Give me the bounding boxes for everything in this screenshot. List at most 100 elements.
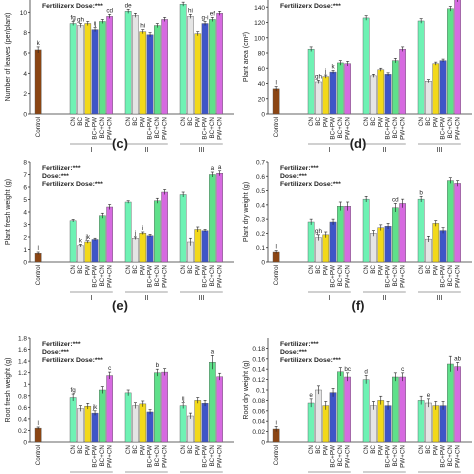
bar-b-I-3 (329, 71, 337, 115)
bar-b-III-0 (417, 20, 425, 115)
y-tick-label-c: 3 (23, 222, 27, 229)
x-tick-label-c: BC (187, 265, 194, 274)
x-tick-label-a: BC+PW (202, 117, 209, 140)
x-tick-label-d: BC (315, 265, 322, 274)
bar-control-d (272, 251, 280, 263)
bar-c-II-5 (161, 191, 169, 263)
bar-f-II-5 (399, 376, 407, 443)
bar-b-II-3 (384, 74, 392, 115)
bar-d-I-0 (307, 221, 315, 263)
bar-control-c (34, 253, 42, 263)
x-tick-label-c: BC+CN (154, 265, 161, 287)
y-tick-label-f: 0.12 (252, 377, 265, 384)
y-axis-label-c: Plant fresh weight (g) (5, 179, 12, 245)
x-tick-label-c: BC (132, 265, 139, 274)
bar-c-II-0 (124, 201, 132, 263)
bar-a-I-4 (98, 21, 106, 115)
group-label-a: II (144, 147, 148, 154)
bar-a-III-0 (179, 3, 187, 115)
y-tick-label-b: 100 (254, 35, 265, 42)
y-tick-label-c: 7 (23, 172, 27, 179)
x-tick-label-control-a: Control (35, 117, 42, 137)
bar-control-b (272, 88, 280, 115)
x-tick-label-b: BC+PW (330, 117, 337, 140)
y-tick-label-f: 0.04 (252, 419, 265, 426)
bar-a-I-2 (84, 23, 92, 115)
x-tick-label-d: CN (418, 265, 425, 275)
bar-f-III-1 (425, 402, 432, 443)
bar-c-II-3 (146, 235, 154, 263)
x-tick-label-e: BC+PW (202, 445, 209, 468)
panel-letter-f: (f) (352, 298, 365, 313)
bar-e-III-5 (216, 376, 224, 443)
bar-a-II-4 (153, 25, 161, 115)
x-tick-label-c: BC+CN (209, 265, 216, 287)
bar-b-III-5 (454, 0, 462, 115)
bar-f-I-3 (329, 392, 337, 443)
y-tick-label-d: 0.6 (256, 174, 265, 181)
x-tick-label-f: PW (377, 445, 384, 455)
bar-e-III-3 (201, 403, 209, 443)
bar-d-III-0-letter: b (419, 189, 423, 196)
bar-f-II-3 (384, 405, 392, 443)
x-tick-label-d: CN (363, 265, 370, 275)
x-tick-label-b: CN (363, 117, 370, 127)
x-tick-label-b: BC+CN (392, 117, 399, 139)
y-axis-label-a: Number of leaves (per/plant) (5, 13, 12, 102)
x-tick-label-f: PW+CN (399, 445, 406, 468)
x-tick-label-d: PW+CN (344, 265, 351, 288)
bar-e-I-5-letter: c (108, 365, 111, 372)
annotation-b: Fertilizerx Dose:*** (280, 3, 341, 10)
x-tick-label-c: CN (70, 265, 77, 275)
bar-d-III-1 (425, 238, 432, 263)
x-tick-label-e: BC+CN (99, 445, 106, 467)
x-tick-label-a: BC (187, 117, 194, 126)
bar-control-f-letter: i (275, 419, 276, 426)
bar-d-I-3 (329, 221, 337, 263)
bar-e-II-2 (139, 403, 147, 443)
x-tick-label-e: BC+CN (209, 445, 216, 467)
bar-a-II-5 (161, 19, 169, 115)
y-tick-label-f: 0.14 (252, 367, 265, 374)
bar-control-b-letter: l (275, 80, 276, 87)
x-tick-label-e: BC+PW (147, 445, 154, 468)
bar-b-III-2 (432, 63, 440, 115)
x-tick-label-f: BC+PW (330, 445, 337, 468)
bar-f-III-3 (439, 405, 447, 443)
bar-e-I-2 (84, 405, 92, 443)
x-tick-label-f: BC+CN (392, 445, 399, 467)
y-tick-label-c: 1 (23, 247, 27, 254)
bar-c-III-4 (208, 174, 216, 263)
y-tick-label-e: 1.8 (18, 336, 27, 343)
bar-f-III-5 (454, 366, 462, 443)
x-tick-label-c: PW (84, 265, 91, 275)
bar-a-II-1 (132, 15, 139, 115)
x-tick-label-b: BC (315, 117, 322, 126)
x-tick-label-d: BC+PW (440, 265, 447, 288)
bar-b-I-0 (307, 48, 315, 115)
bar-f-II-2 (377, 400, 385, 443)
y-tick-label-e: 0.4 (18, 416, 27, 423)
y-tick-label-b: 140 (254, 5, 265, 12)
annotation-d: Fertilizerx Dose:*** (280, 181, 341, 188)
x-tick-label-control-f: Control (273, 445, 280, 465)
bar-a-III-3-letter: g-i (202, 14, 209, 21)
annotation-e: Dose:*** (42, 349, 69, 356)
x-tick-label-b: CN (418, 117, 425, 127)
bar-c-III-4-letter: a (211, 165, 215, 172)
x-tick-label-f: PW (322, 445, 329, 455)
y-tick-label-b: 0 (261, 112, 265, 119)
x-tick-label-control-c: Control (35, 265, 42, 285)
bar-f-I-4 (337, 371, 344, 443)
bar-a-III-5 (216, 13, 224, 115)
x-tick-label-c: CN (125, 265, 132, 275)
panel-letter-d: (d) (350, 136, 367, 151)
x-tick-label-c: BC+PW (202, 265, 209, 288)
x-tick-label-c: BC+PW (147, 265, 154, 288)
bar-b-III-4 (447, 8, 454, 115)
bar-f-III-2 (432, 405, 440, 443)
annotation-f: Fertilizer:*** (280, 341, 319, 348)
x-tick-label-d: PW+CN (454, 265, 461, 288)
bar-a-III-1 (187, 16, 194, 115)
x-tick-label-e: BC (187, 445, 194, 454)
